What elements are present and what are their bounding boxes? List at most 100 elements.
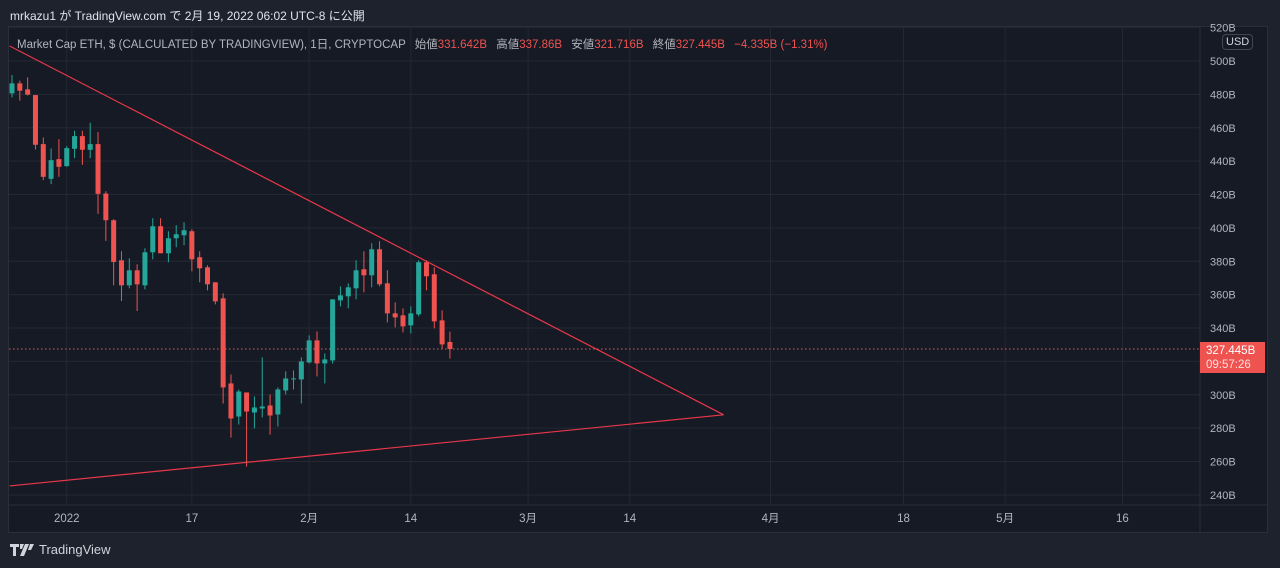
close-label: 終値 <box>652 39 676 51</box>
candle <box>322 353 328 384</box>
candle <box>95 132 101 214</box>
candle-body <box>72 136 78 149</box>
x-tick-label: 18 <box>897 513 910 525</box>
candle <box>384 270 390 323</box>
y-tick-label: 480B <box>1210 89 1236 101</box>
x-tick-label: 5月 <box>996 513 1014 525</box>
candle <box>447 331 453 359</box>
candle-body <box>142 252 148 286</box>
candle-body <box>322 359 328 364</box>
candle <box>228 374 234 438</box>
y-tick-label: 460B <box>1210 123 1236 135</box>
candle-body <box>400 315 406 327</box>
currency-button[interactable]: USD <box>1222 34 1254 50</box>
candle-body <box>9 83 15 94</box>
y-tick-label: 380B <box>1210 256 1236 268</box>
candle <box>291 370 297 390</box>
candles <box>9 75 453 467</box>
trendline-upper <box>9 45 724 416</box>
candle-body <box>228 383 234 419</box>
candle <box>25 77 31 96</box>
candle <box>32 95 38 150</box>
candle-body <box>377 249 383 285</box>
open-label: 始値 <box>414 39 438 51</box>
candle <box>158 218 164 254</box>
y-tick-label: 440B <box>1210 156 1236 168</box>
high-label: 高値 <box>496 39 520 51</box>
candle-body <box>345 287 351 297</box>
candle <box>345 283 351 309</box>
candle <box>314 331 320 377</box>
candle <box>392 302 398 328</box>
legend: Market Cap ETH, $ (CALCULATED BY TRADING… <box>17 36 828 52</box>
candle-body <box>95 144 101 194</box>
candle-body <box>353 270 359 289</box>
candle <box>408 306 414 334</box>
y-tick-label: 400B <box>1210 223 1236 235</box>
candle <box>87 122 93 159</box>
candle <box>64 146 70 167</box>
candle-body <box>259 406 265 409</box>
candle <box>118 251 124 302</box>
x-tick-label: 3月 <box>519 513 537 525</box>
candle <box>244 392 250 467</box>
candle-body <box>369 249 375 276</box>
candle-body <box>103 193 109 221</box>
candle-body <box>205 267 210 285</box>
candle-body <box>408 313 414 326</box>
candle <box>173 225 179 248</box>
grid <box>9 27 1200 505</box>
candle <box>134 264 140 312</box>
candle-body <box>236 391 242 417</box>
candle-body <box>79 136 85 150</box>
y-tick-label: 340B <box>1210 323 1236 335</box>
trendlines <box>9 45 1200 487</box>
candle <box>400 308 406 333</box>
candle-body <box>25 89 31 95</box>
symbol-title[interactable]: Market Cap ETH, $ (CALCULATED BY TRADING… <box>17 39 406 51</box>
chart-pane[interactable] <box>8 26 1268 533</box>
candle <box>275 387 281 427</box>
candle-body <box>416 262 422 315</box>
y-tick-label: 300B <box>1210 390 1236 402</box>
tradingview-logo-text: TradingView <box>39 542 111 557</box>
candle <box>369 243 375 288</box>
candle-body <box>118 260 124 286</box>
candle-body <box>181 230 187 236</box>
candle-body <box>267 405 273 416</box>
candle-body <box>189 231 195 260</box>
high-value: 337.86B <box>519 39 563 51</box>
candle-body <box>64 148 70 167</box>
candle <box>126 258 132 289</box>
candle <box>337 286 343 307</box>
candle-body <box>384 283 390 314</box>
x-tick-label: 4月 <box>762 513 780 525</box>
candle <box>189 229 195 272</box>
candle <box>220 293 226 404</box>
candle-body <box>291 378 297 380</box>
candle-body <box>197 257 203 269</box>
open-value: 331.642B <box>437 39 487 51</box>
candle <box>431 267 437 329</box>
candle-body <box>40 144 46 177</box>
candle <box>283 371 289 395</box>
close-value: 327.445B <box>675 39 725 51</box>
change-value: −4.335B (−1.31%) <box>734 39 828 51</box>
x-tick-label: 14 <box>623 513 636 525</box>
candle-body <box>111 220 117 262</box>
candle-body <box>126 270 132 286</box>
candle <box>197 251 203 283</box>
candle <box>150 218 156 260</box>
x-tick-label: 16 <box>1116 513 1129 525</box>
publish-info: mrkazu1 が TradingView.com で 2月 19, 2022 … <box>10 9 365 23</box>
candle-body <box>17 83 23 91</box>
footer: TradingView <box>10 542 111 557</box>
tradingview-logo-icon <box>10 543 34 556</box>
candle-body <box>220 298 226 388</box>
candle <box>212 282 218 305</box>
candle <box>48 148 54 185</box>
candle-body <box>212 282 218 302</box>
candle-body <box>439 320 445 345</box>
candle-body <box>244 392 250 412</box>
